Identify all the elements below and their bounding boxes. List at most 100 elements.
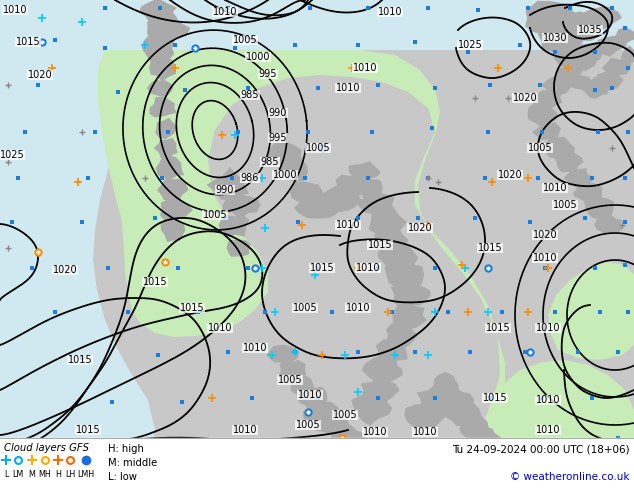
Text: © weatheronline.co.uk: © weatheronline.co.uk bbox=[510, 472, 630, 482]
Text: 990: 990 bbox=[216, 185, 234, 195]
Polygon shape bbox=[361, 379, 399, 406]
Text: 1025: 1025 bbox=[458, 40, 482, 50]
Polygon shape bbox=[548, 262, 634, 360]
Text: 1035: 1035 bbox=[578, 25, 602, 35]
Polygon shape bbox=[150, 97, 177, 117]
Text: 1010: 1010 bbox=[536, 323, 560, 333]
Text: 1010: 1010 bbox=[243, 343, 268, 353]
Text: 1015: 1015 bbox=[68, 355, 93, 365]
Polygon shape bbox=[528, 100, 558, 128]
Polygon shape bbox=[565, 74, 593, 90]
Polygon shape bbox=[146, 79, 173, 97]
Text: LMH: LMH bbox=[77, 469, 94, 479]
Text: Tu 24-09-2024 00:00 UTC (18+06): Tu 24-09-2024 00:00 UTC (18+06) bbox=[453, 444, 630, 454]
Text: 1010: 1010 bbox=[208, 323, 232, 333]
Polygon shape bbox=[266, 344, 299, 365]
Polygon shape bbox=[404, 404, 447, 428]
Polygon shape bbox=[160, 217, 185, 242]
Text: 1025: 1025 bbox=[0, 150, 24, 160]
Polygon shape bbox=[614, 27, 634, 44]
Polygon shape bbox=[525, 1, 579, 38]
Polygon shape bbox=[223, 192, 261, 219]
Text: H: H bbox=[55, 469, 61, 479]
Bar bbox=[0, 438, 634, 490]
Text: H: high: H: high bbox=[108, 444, 144, 454]
Text: 1015: 1015 bbox=[486, 323, 510, 333]
Polygon shape bbox=[287, 374, 316, 396]
Text: 1020: 1020 bbox=[53, 265, 77, 275]
Polygon shape bbox=[359, 179, 383, 199]
Text: 1005: 1005 bbox=[295, 420, 320, 430]
Text: 1010: 1010 bbox=[536, 395, 560, 405]
Text: 1015: 1015 bbox=[368, 240, 392, 250]
Polygon shape bbox=[391, 281, 431, 309]
Text: 1015: 1015 bbox=[482, 393, 507, 403]
Polygon shape bbox=[563, 168, 595, 190]
Polygon shape bbox=[596, 70, 624, 91]
Polygon shape bbox=[153, 138, 178, 160]
Polygon shape bbox=[157, 178, 189, 202]
Text: L: L bbox=[4, 469, 8, 479]
Polygon shape bbox=[557, 11, 602, 41]
Polygon shape bbox=[316, 415, 349, 434]
Text: 1020: 1020 bbox=[513, 93, 537, 103]
Polygon shape bbox=[594, 214, 623, 234]
Polygon shape bbox=[584, 196, 614, 220]
Polygon shape bbox=[155, 118, 178, 139]
Text: 1020: 1020 bbox=[408, 223, 432, 233]
Polygon shape bbox=[538, 28, 583, 56]
Text: 1010: 1010 bbox=[353, 63, 377, 73]
Text: 995: 995 bbox=[259, 69, 277, 79]
Text: 985: 985 bbox=[261, 157, 279, 167]
Text: 1005: 1005 bbox=[553, 200, 578, 210]
Polygon shape bbox=[331, 425, 356, 442]
Polygon shape bbox=[544, 137, 575, 159]
Polygon shape bbox=[541, 74, 573, 96]
Text: 1010: 1010 bbox=[213, 7, 237, 17]
Text: 1010: 1010 bbox=[413, 427, 437, 437]
Polygon shape bbox=[556, 62, 583, 80]
Text: 1005: 1005 bbox=[233, 35, 257, 45]
Polygon shape bbox=[207, 167, 249, 200]
Text: 1010: 1010 bbox=[536, 445, 560, 455]
Text: 1010: 1010 bbox=[298, 390, 322, 400]
Text: 1010: 1010 bbox=[378, 7, 402, 17]
Text: 1005: 1005 bbox=[278, 375, 302, 385]
Text: Cloud layers GFS: Cloud layers GFS bbox=[4, 443, 89, 453]
Text: 1005: 1005 bbox=[527, 143, 552, 153]
Text: 985: 985 bbox=[241, 90, 259, 100]
Polygon shape bbox=[460, 414, 493, 441]
Text: 1005: 1005 bbox=[306, 143, 330, 153]
Polygon shape bbox=[392, 303, 427, 329]
Polygon shape bbox=[279, 360, 306, 380]
Text: 1010: 1010 bbox=[533, 253, 557, 263]
Polygon shape bbox=[226, 240, 251, 257]
Polygon shape bbox=[361, 355, 403, 382]
Polygon shape bbox=[160, 196, 193, 223]
Text: 995: 995 bbox=[269, 133, 287, 143]
Text: LH: LH bbox=[65, 469, 75, 479]
Polygon shape bbox=[294, 194, 340, 219]
Polygon shape bbox=[358, 193, 396, 215]
Polygon shape bbox=[141, 35, 175, 63]
Polygon shape bbox=[156, 155, 184, 180]
Text: LM: LM bbox=[13, 469, 23, 479]
Text: 1005: 1005 bbox=[333, 410, 358, 420]
Polygon shape bbox=[374, 228, 409, 252]
Polygon shape bbox=[573, 182, 602, 203]
Text: 1010: 1010 bbox=[346, 303, 370, 313]
Polygon shape bbox=[219, 214, 249, 237]
Polygon shape bbox=[376, 339, 408, 364]
Polygon shape bbox=[579, 77, 609, 99]
Polygon shape bbox=[268, 141, 303, 168]
Polygon shape bbox=[147, 16, 190, 43]
Text: 1015: 1015 bbox=[143, 277, 167, 287]
Text: 1015: 1015 bbox=[309, 263, 334, 273]
Text: 1015: 1015 bbox=[477, 243, 502, 253]
Polygon shape bbox=[139, 0, 177, 26]
Polygon shape bbox=[531, 90, 563, 111]
Text: 1005: 1005 bbox=[293, 303, 317, 313]
Text: 1010: 1010 bbox=[233, 425, 257, 435]
Polygon shape bbox=[342, 430, 367, 446]
Text: M: middle: M: middle bbox=[108, 458, 157, 468]
